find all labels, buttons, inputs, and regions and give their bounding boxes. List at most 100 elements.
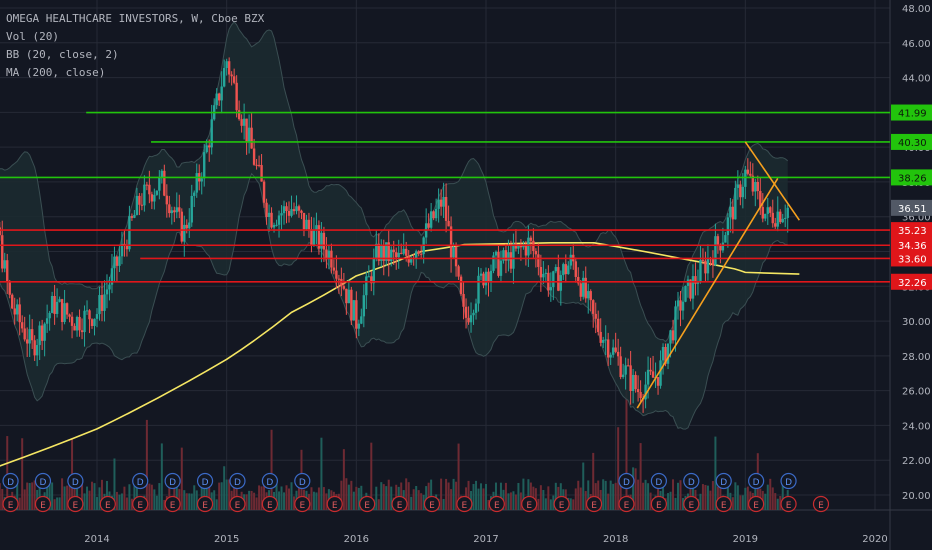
bollinger-indicator-label[interactable]: BB (20, close, 2) [6, 48, 119, 61]
earnings-marker[interactable] [261, 495, 278, 513]
earnings-marker[interactable] [456, 495, 473, 513]
volume-bar [68, 479, 71, 510]
dividend-marker[interactable] [715, 472, 732, 490]
candle-body [676, 300, 680, 307]
moving-average [0, 242, 800, 467]
candle-body [492, 255, 495, 271]
price-axis[interactable]: 20.0022.0024.0026.0028.0030.0032.0034.00… [891, 4, 932, 502]
time-axis[interactable]: 2014 2015 2016 2017 2018 2019 2020 [84, 534, 887, 545]
level-price-tag[interactable] [891, 273, 932, 290]
dividend-marker[interactable] [229, 472, 246, 490]
dividend-marker[interactable] [261, 472, 278, 490]
dividend-marker[interactable] [650, 472, 667, 490]
earnings-marker[interactable] [99, 495, 116, 513]
earnings-marker[interactable] [812, 495, 830, 513]
volume-bar [115, 491, 118, 510]
candle-body [210, 119, 213, 148]
volume-bar [130, 498, 133, 510]
earnings-marker[interactable] [229, 495, 246, 513]
earnings-marker[interactable] [585, 495, 603, 513]
earnings-marker[interactable] [553, 495, 570, 513]
earnings-marker[interactable] [2, 495, 19, 513]
earnings-marker[interactable] [423, 495, 441, 513]
candle-body [429, 211, 433, 228]
earnings-marker[interactable] [780, 495, 797, 513]
event-markers[interactable]: DDDDDDDDDDDDDDDDEEEEEEEEEEEEEEEEEEEEEEEE… [0, 472, 830, 513]
dividend-marker[interactable] [618, 472, 635, 490]
earnings-marker[interactable] [34, 495, 52, 513]
symbol-title[interactable]: OMEGA HEALTHCARE INVESTORS, W, Cboe BZX [6, 12, 265, 25]
candle-body [749, 173, 752, 176]
earnings-marker[interactable] [618, 495, 635, 513]
ma-indicator-label[interactable]: MA (200, close) [6, 66, 106, 79]
dividend-marker[interactable] [2, 472, 19, 490]
earnings-marker-label: E [656, 501, 662, 511]
candle-body [58, 299, 61, 302]
candle-body [786, 207, 789, 218]
volume-bar [160, 443, 163, 510]
candle-body [552, 271, 555, 288]
candle-body [193, 192, 196, 196]
volume-bar [699, 493, 702, 510]
dividend-marker[interactable] [780, 472, 797, 490]
earnings-marker[interactable] [650, 495, 667, 513]
earnings-marker[interactable] [683, 495, 700, 513]
dividend-marker[interactable] [748, 472, 765, 490]
dividend-marker[interactable] [196, 472, 214, 490]
earnings-marker[interactable] [359, 495, 376, 513]
volume-bar [180, 447, 183, 510]
earnings-marker[interactable] [715, 495, 732, 513]
earnings-marker[interactable] [67, 495, 84, 513]
dividend-marker[interactable] [67, 472, 84, 490]
horizontal-levels[interactable] [0, 111, 890, 283]
last-price-tag[interactable] [891, 199, 932, 216]
candle-body [305, 219, 308, 230]
candle-body [452, 246, 455, 258]
candle-body [666, 343, 670, 364]
earnings-marker[interactable] [294, 495, 311, 513]
earnings-marker-label: E [235, 501, 241, 511]
volume-bar [714, 436, 717, 510]
level-price-tag[interactable] [891, 222, 932, 239]
candle-body [158, 177, 161, 191]
earnings-marker[interactable] [326, 495, 343, 513]
earnings-marker[interactable] [132, 495, 149, 513]
earnings-marker[interactable] [521, 495, 538, 513]
candle-body [232, 76, 236, 83]
candle-body [636, 389, 640, 393]
dividend-marker[interactable] [34, 472, 52, 490]
volume-bar [26, 482, 29, 510]
level-price-tag[interactable] [891, 133, 932, 150]
trendlines[interactable] [636, 141, 801, 409]
dividend-marker[interactable] [164, 472, 181, 490]
volume-indicator-label[interactable]: Vol (20) [6, 30, 59, 43]
level-price-tag[interactable] [891, 237, 932, 254]
volume-bar [781, 484, 784, 510]
level-price-tag[interactable] [891, 104, 932, 121]
candle-body [227, 61, 231, 75]
trendline[interactable] [744, 141, 801, 221]
candle-body [50, 295, 54, 313]
candle-body [110, 268, 114, 285]
candle-body [43, 323, 46, 341]
earnings-marker[interactable] [748, 495, 765, 513]
candle-body [681, 301, 685, 311]
candle-body [85, 310, 89, 312]
earnings-marker[interactable] [391, 495, 408, 513]
volume-bar [153, 489, 156, 510]
candle-body [337, 278, 341, 280]
earnings-marker[interactable] [164, 495, 181, 513]
dividend-marker[interactable] [132, 472, 149, 490]
earnings-marker[interactable] [488, 495, 505, 513]
trendline[interactable] [636, 178, 779, 409]
level-price-tag[interactable] [891, 250, 932, 267]
candle-body [674, 306, 677, 341]
candle-body [103, 294, 106, 311]
earnings-marker[interactable] [196, 495, 214, 513]
dividend-marker[interactable] [683, 472, 700, 490]
dividend-marker-label: D [7, 478, 14, 488]
dividend-marker[interactable] [294, 472, 311, 490]
candle-body [472, 312, 475, 316]
level-price-tag[interactable] [891, 169, 932, 186]
